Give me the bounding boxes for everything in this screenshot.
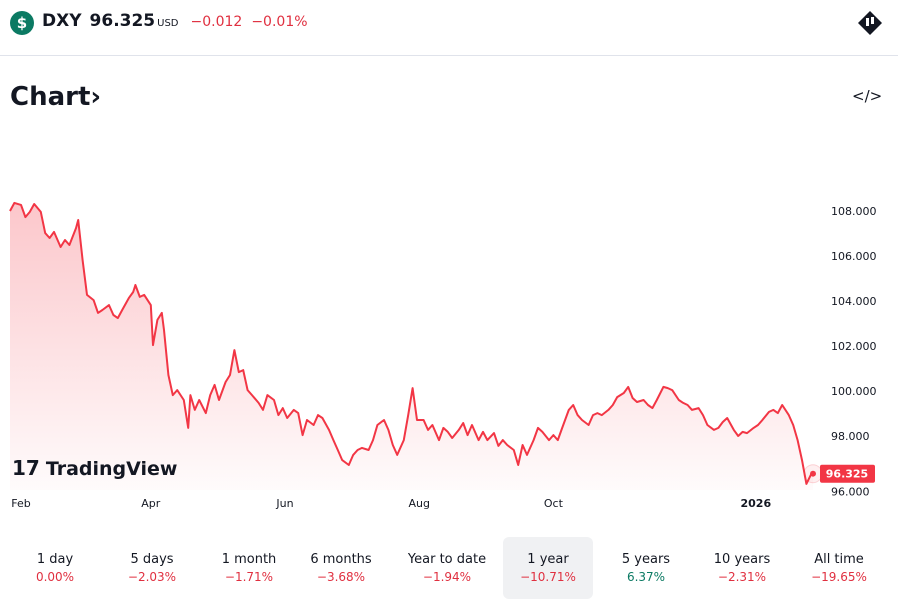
- y-tick-label: 104.000: [831, 295, 877, 308]
- y-tick-label: 96.000: [831, 486, 870, 499]
- symbol-header: $ DXY 96.325 USD −0.012 −0.01%: [0, 0, 898, 56]
- x-tick-label: Feb: [11, 497, 30, 510]
- range-label: 5 days: [130, 552, 174, 567]
- range-change: −2.03%: [127, 570, 177, 584]
- range-change: −2.31%: [717, 570, 767, 584]
- last-point: [810, 470, 816, 477]
- dollar-icon: $: [10, 11, 34, 35]
- alert-flag-icon[interactable]: [857, 10, 883, 36]
- range-tab[interactable]: 1 year −10.71%: [503, 537, 593, 599]
- tradingview-logo-icon: 17: [12, 456, 40, 480]
- range-tab[interactable]: 5 years 6.37%: [601, 537, 691, 599]
- range-tab[interactable]: 1 day 0.00%: [10, 537, 100, 599]
- last-price-badge: [820, 464, 875, 483]
- price-chart[interactable]: 108.000 106.000 104.000 102.000 100.000 98.00…: [0, 180, 898, 520]
- range-label: 6 months: [310, 552, 372, 567]
- section-title: Chart: [10, 82, 91, 112]
- x-tick-label: 2026: [740, 497, 771, 510]
- x-tick-label: Apr: [141, 497, 161, 510]
- x-tick-label: Aug: [408, 497, 429, 510]
- range-selector: 1 day 0.00% 5 days −2.03% 1 month −1.71% 6 mon…: [0, 537, 898, 599]
- range-change: −3.68%: [316, 570, 366, 584]
- range-tab[interactable]: 1 month −1.71%: [204, 537, 294, 599]
- range-change: −1.94%: [422, 570, 472, 584]
- last-price: 96.325: [89, 11, 156, 31]
- range-tab[interactable]: All time −19.65%: [794, 537, 884, 599]
- range-change: −10.71%: [520, 570, 576, 584]
- range-tab[interactable]: 5 days −2.03%: [107, 537, 197, 599]
- range-label: 1 day: [36, 552, 74, 567]
- range-tab[interactable]: Year to date −1.94%: [402, 537, 492, 599]
- range-label: 1 month: [221, 552, 277, 567]
- range-change: 0.00%: [35, 570, 75, 584]
- y-tick-label: 102.000: [831, 340, 877, 353]
- range-label: 10 years: [713, 552, 771, 567]
- price-change: −0.012: [190, 14, 243, 30]
- range-tab[interactable]: 10 years −2.31%: [697, 537, 787, 599]
- currency: USD: [157, 18, 179, 29]
- embed-code-icon[interactable]: </>: [852, 87, 883, 105]
- chart-section-link[interactable]: Chart›: [10, 82, 101, 112]
- y-tick-label: 108.000: [831, 205, 877, 218]
- quote-row: $ DXY 96.325 USD −0.012 −0.01%: [10, 11, 317, 35]
- range-label: 5 years: [621, 552, 671, 567]
- x-tick-label: Jun: [275, 497, 293, 510]
- range-label: All time: [814, 552, 864, 567]
- y-tick-label: 106.000: [831, 250, 877, 263]
- range-change: −19.65%: [811, 570, 867, 584]
- range-label: 1 year: [527, 552, 569, 567]
- y-tick-label: 100.000: [831, 385, 877, 398]
- range-change: 6.37%: [626, 570, 666, 584]
- tradingview-watermark: 17 TradingView: [12, 456, 177, 480]
- area-fill: [10, 202, 813, 490]
- price-line: [9, 201, 814, 485]
- symbol-name[interactable]: DXY: [42, 11, 82, 31]
- range-change: −1.71%: [224, 570, 274, 584]
- price-change-percent: −0.01%: [251, 14, 308, 30]
- y-tick-label: 98.000: [831, 430, 870, 443]
- x-tick-label: Oct: [544, 497, 564, 510]
- chevron-right-icon: ›: [90, 82, 102, 112]
- range-label: Year to date: [407, 552, 487, 567]
- last-price-label: 96.325: [826, 468, 868, 481]
- watermark-text: TradingView: [45, 458, 178, 480]
- range-tab[interactable]: 6 months −3.68%: [296, 537, 386, 599]
